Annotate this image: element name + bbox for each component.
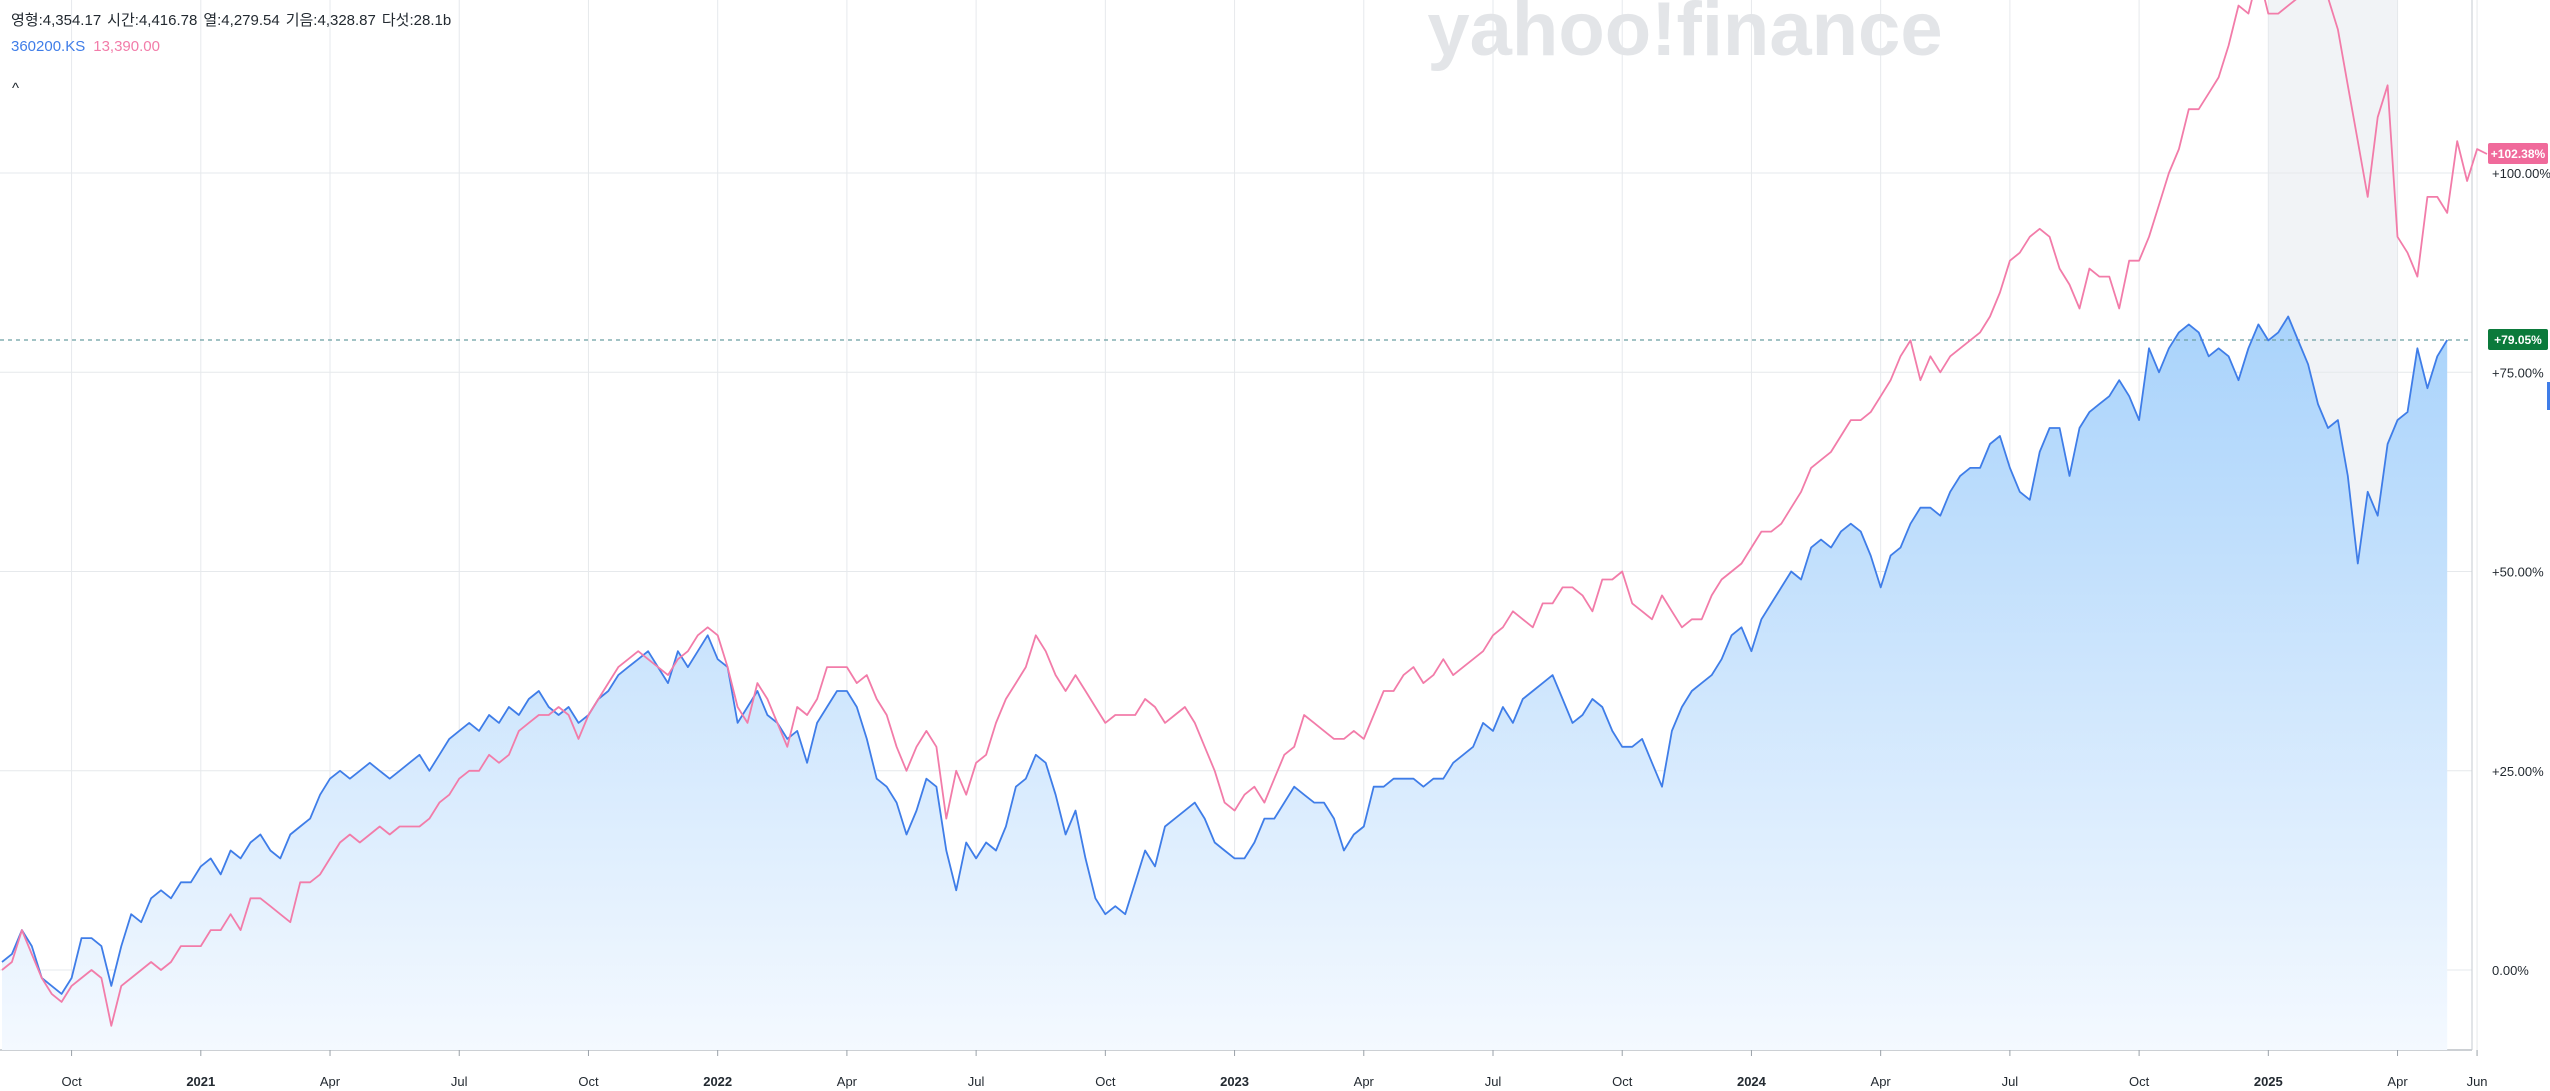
- x-tick-label: Jul: [2002, 1074, 2019, 1089]
- y-tick-label: +50.00%: [2492, 565, 2544, 580]
- x-tick-label: Oct: [2129, 1074, 2150, 1089]
- series-legend-item[interactable]: 360200.KS: [11, 38, 86, 55]
- ohlc-item: 영형:4,354.17: [11, 12, 102, 29]
- area-fill: [2, 316, 2448, 1050]
- x-tick-label: Oct: [578, 1074, 599, 1089]
- x-tick-label: Oct: [61, 1074, 82, 1089]
- x-tick-label: Oct: [1095, 1074, 1116, 1089]
- series-lines: [1, 0, 2488, 1027]
- series-legend: 360200.KS 13,390.00: [11, 38, 168, 55]
- x-tick-label: Jul: [1485, 1074, 1502, 1089]
- y-tick-label: +100.00%: [2492, 166, 2550, 181]
- ohlc-item: 시간:4,416.78: [107, 12, 198, 29]
- collapse-toggle[interactable]: ^: [12, 80, 20, 97]
- price-badges: +102.38% +79.05%: [2488, 143, 2548, 350]
- x-axis: Oct 2021 Apr Jul Oct 2022 Apr Jul Oct 2023 Apr Jul O…: [61, 1050, 2488, 1089]
- x-tick-label: Apr: [1871, 1074, 1892, 1089]
- x-tick-label: Apr: [1354, 1074, 1375, 1089]
- ohlc-item: 다섯:28.1b: [381, 12, 452, 29]
- area-series-fill: [2, 316, 2448, 1050]
- x-tick-label: 2025: [2254, 1074, 2283, 1089]
- value-badge: [2488, 143, 2548, 165]
- x-tick-label: Apr: [2387, 1074, 2408, 1089]
- x-tick-label: Oct: [1612, 1074, 1633, 1089]
- x-tick-label: Jul: [968, 1074, 985, 1089]
- y-tick-label: 0.00%: [2492, 963, 2529, 978]
- x-tick-label: 2024: [1737, 1074, 1767, 1089]
- y-tick-label: +25.00%: [2492, 764, 2544, 779]
- x-tick-label: 2023: [1220, 1074, 1249, 1089]
- x-tick-label: Jul: [451, 1074, 468, 1089]
- series-line: [1, 0, 2488, 1027]
- series-line: [1, 315, 2448, 995]
- ohlc-item: 기음:4,328.87: [285, 12, 376, 29]
- watermark: yahoo!finance: [1427, 0, 1942, 72]
- x-tick-label: Jun: [2467, 1074, 2488, 1089]
- y-tick-label: +75.00%: [2492, 365, 2544, 380]
- y-axis: 0.00% +25.00% +50.00% +75.00% +100.00%: [2492, 166, 2550, 978]
- series-legend-item[interactable]: 13,390.00: [93, 38, 160, 55]
- value-badge-label: +79.05%: [2494, 333, 2542, 347]
- x-tick-label: Apr: [837, 1074, 858, 1089]
- ohlc-item: 열:4,279.54: [203, 12, 280, 29]
- x-tick-label: 2022: [703, 1074, 732, 1089]
- right-edge-marker: [2547, 382, 2550, 410]
- value-badge-label: +102.38%: [2491, 147, 2546, 161]
- ohlc-legend: 영형:4,354.17 시간:4,416.78 열:4,279.54 기음:4,328…: [11, 9, 457, 30]
- value-badge: [2488, 328, 2548, 350]
- x-tick-label: Apr: [320, 1074, 341, 1089]
- x-tick-label: 2021: [186, 1074, 215, 1089]
